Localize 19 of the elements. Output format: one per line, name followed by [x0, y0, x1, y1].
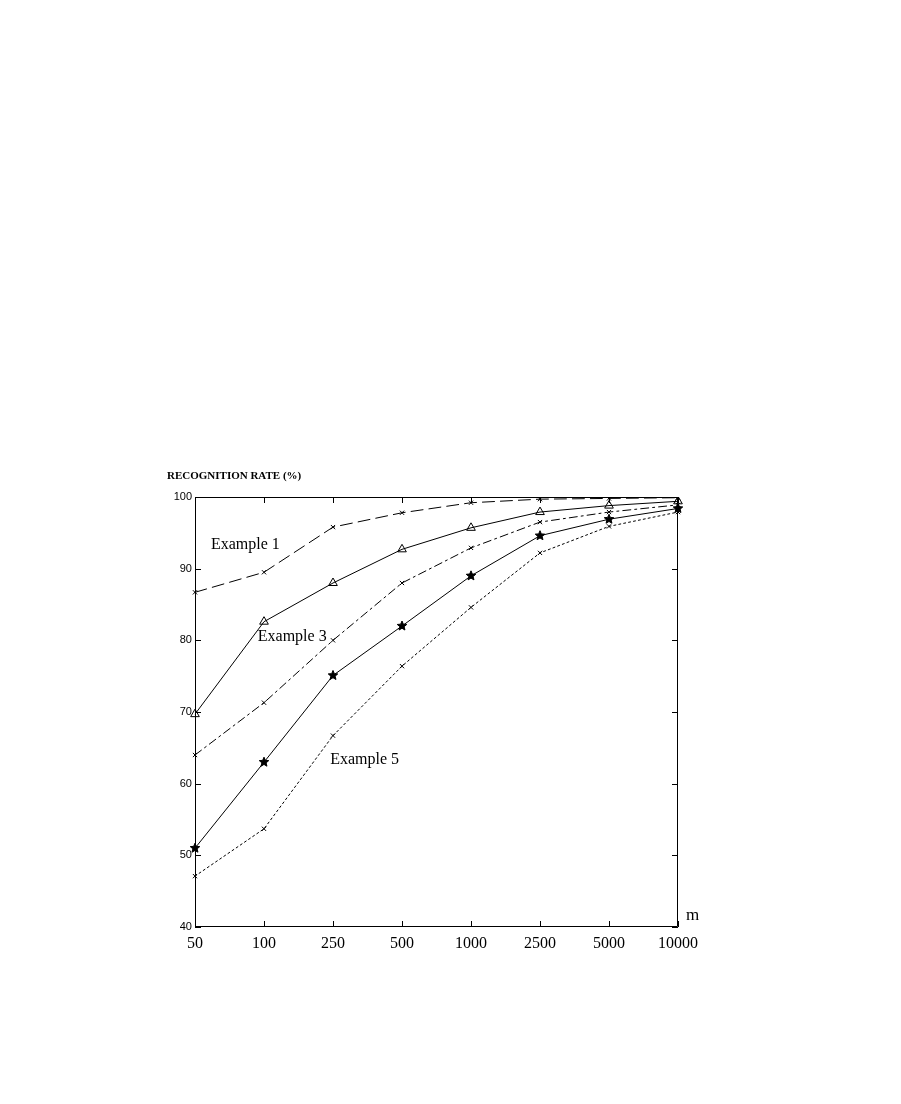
- y-tick-label: 40: [179, 920, 192, 933]
- x-tick-label: 2500: [524, 933, 556, 951]
- series-label: Example 5: [330, 750, 400, 769]
- y-tick-label: 50: [179, 848, 192, 861]
- x-tick-label: 5000: [593, 933, 625, 951]
- x-tick-label: 500: [390, 933, 414, 951]
- y-tick-label: 100: [173, 490, 192, 503]
- y-tick-label: 90: [179, 561, 192, 574]
- x-tick-label: 10000: [658, 933, 698, 951]
- series-label: Example 1: [210, 535, 280, 554]
- x-axis-title: m: [686, 905, 700, 924]
- y-tick-label: 80: [179, 633, 192, 646]
- x-tick-label: 250: [321, 933, 345, 951]
- y-tick-label: 70: [179, 705, 192, 718]
- y-axis-title: RECOGNITION RATE (%): [167, 469, 302, 482]
- series-label: Example 3: [257, 627, 327, 646]
- x-tick-label: 1000: [455, 933, 487, 951]
- y-tick-label: 60: [179, 776, 192, 789]
- x-tick-label: 100: [252, 933, 276, 951]
